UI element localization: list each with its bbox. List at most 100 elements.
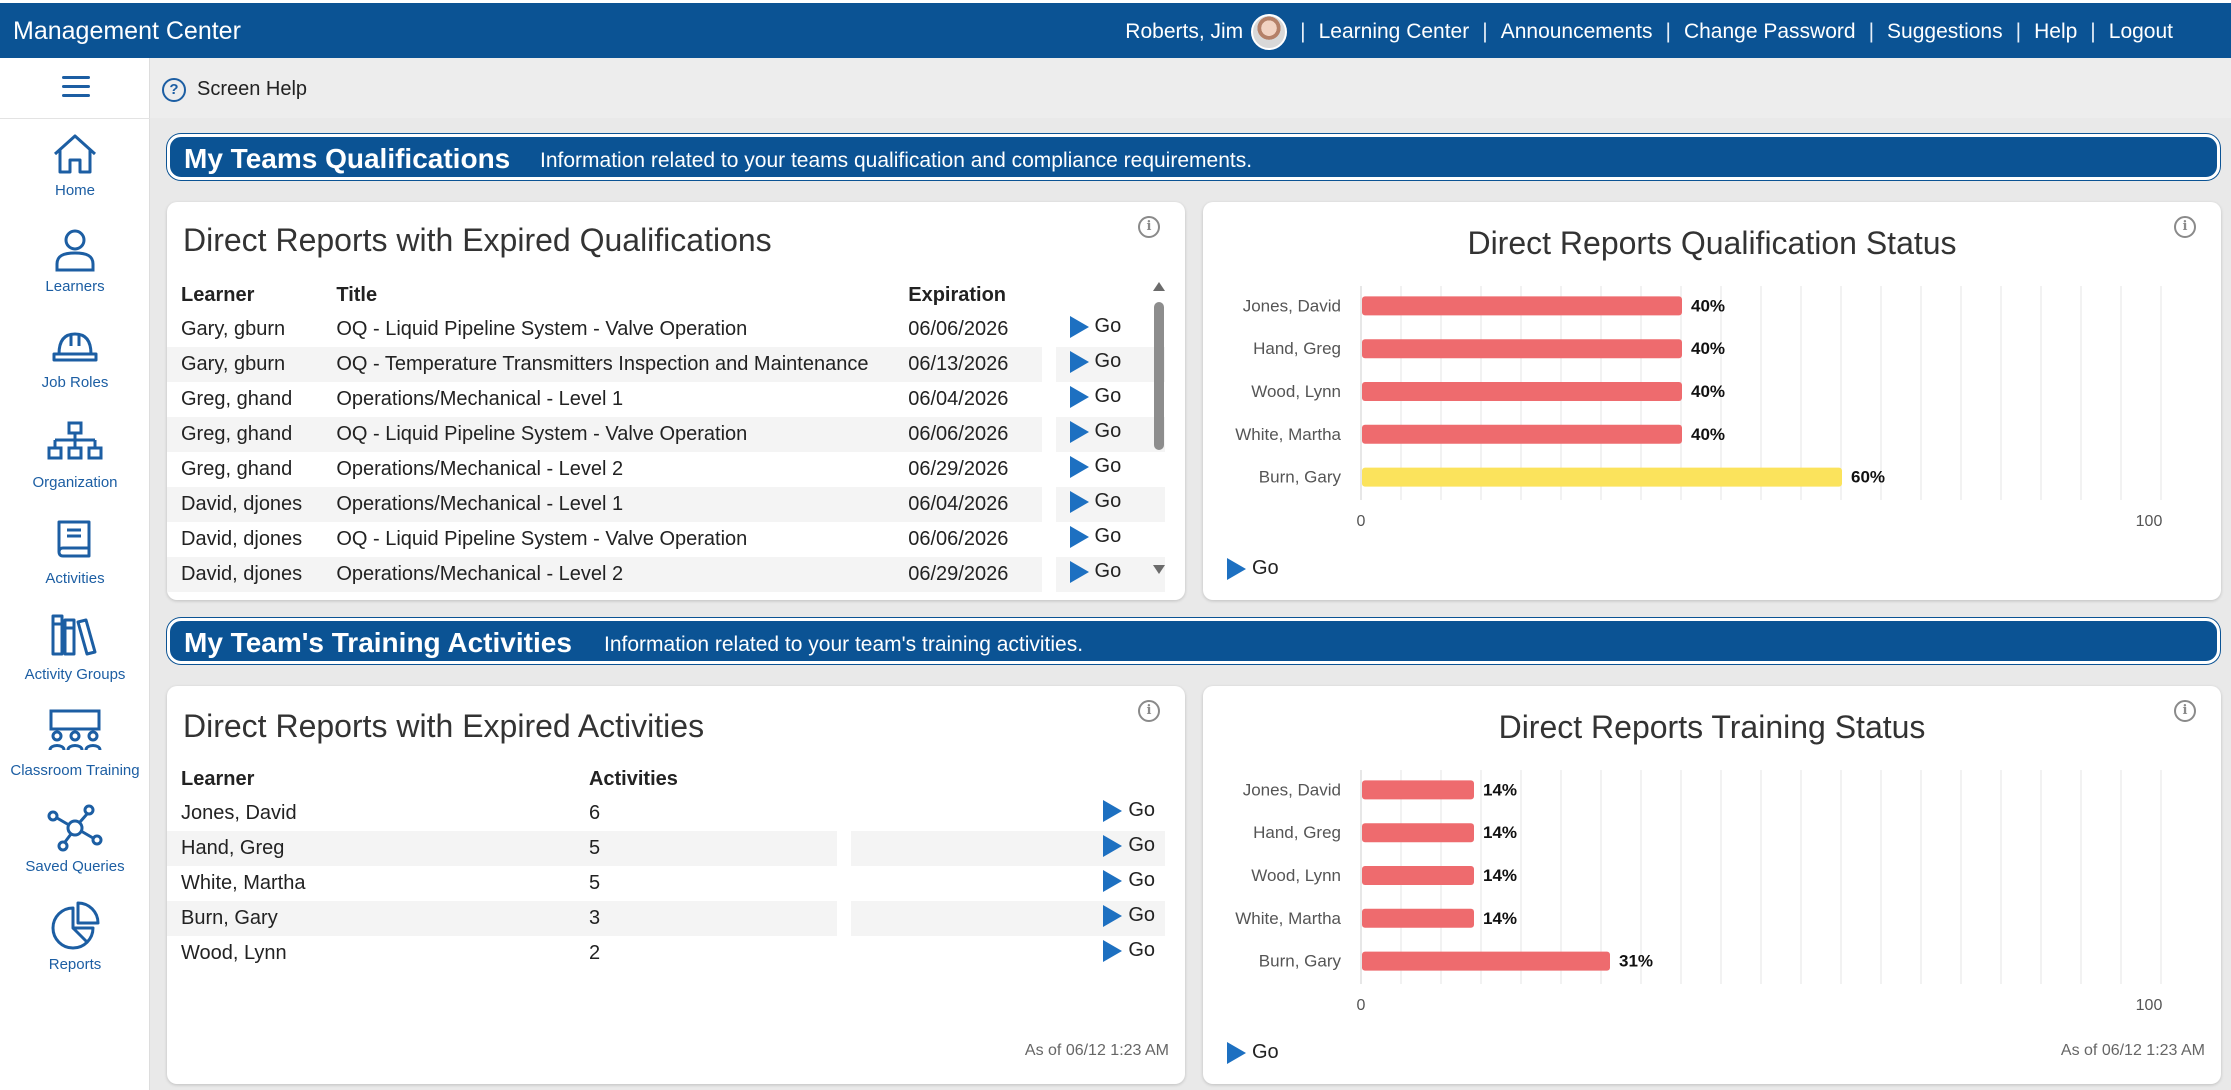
user-name[interactable]: Roberts, Jim [1125,20,1244,43]
go-button[interactable]: Go [1069,560,1121,583]
bar[interactable] [1362,424,1682,444]
sidebar-item-learners[interactable]: Learners [0,228,150,295]
data-label: 31% [1619,952,1653,971]
go-button[interactable]: Go [1069,525,1121,548]
info-icon[interactable]: i [1138,216,1160,238]
x-tick-label: 0 [1357,997,1366,1014]
logout-link[interactable]: Logout [2108,20,2173,43]
sidebar-item-activity-groups[interactable]: Activity Groups [0,612,150,683]
cell-gap [1041,487,1056,522]
go-button[interactable]: Go [1069,385,1121,408]
cell-gap [836,796,851,831]
go-cell: Go [1056,522,1165,557]
bar[interactable] [1362,823,1474,843]
cell-gap [1041,312,1056,347]
learner-cell: David, djones [167,487,323,522]
title-cell: OQ - Liquid Pipeline System - Valve Oper… [322,417,895,452]
expiration-cell: 06/29/2026 [908,458,1009,480]
go-button[interactable]: Go [1069,420,1121,443]
data-label: 14% [1483,823,1517,842]
announcements-link[interactable]: Announcements [1500,20,1653,43]
category-label: White, Martha [1235,909,1341,928]
expiration-cell: 06/04/2026 [894,487,1042,522]
category-label: Jones, David [1243,296,1341,315]
as-of-timestamp: As of 06/12 1:23 AM [2060,1042,2205,1059]
learner-cell: White, Martha [181,872,306,894]
learning-center-link[interactable]: Learning Center [1318,20,1470,43]
table-scrollbar[interactable] [1152,282,1166,574]
sidebar-item-activities[interactable]: Activities [0,516,150,587]
go-label: Go [1094,455,1122,478]
title-cell: OQ - Liquid Pipeline System - Valve Oper… [336,528,748,550]
info-icon[interactable]: i [2174,700,2196,722]
info-icon[interactable]: i [1138,700,1160,722]
category-label: Hand, Greg [1253,339,1341,358]
go-cell: Go [1056,312,1165,347]
cell-gap [1041,347,1056,382]
bar[interactable] [1362,296,1682,316]
category-label: White, Martha [1235,425,1341,444]
cell-gap [1041,452,1056,487]
bar[interactable] [1362,951,1610,971]
sidebar-item-job-roles[interactable]: Job Roles [0,324,150,391]
scroll-down-icon[interactable] [1153,565,1165,574]
expiration-cell: 06/13/2026 [894,347,1042,382]
bar[interactable] [1362,908,1474,928]
nav-separator: | [1868,20,1875,43]
panel-title: Direct Reports with Expired Qualificatio… [183,222,772,258]
go-button[interactable]: Go [1103,904,1155,927]
hard-hat-icon [52,332,98,362]
go-label: Go [1128,904,1155,927]
go-button[interactable]: Go [1103,939,1155,962]
books-icon [51,614,97,656]
go-button[interactable]: Go [1069,315,1121,338]
user-menu[interactable]: Roberts, Jim [1125,14,1288,50]
cell-gap [836,901,851,936]
cell-gap [836,866,851,901]
sidebar-item-classroom-training[interactable]: Classroom Training [0,708,150,779]
bar[interactable] [1362,382,1682,401]
change-password-link[interactable]: Change Password [1683,20,1856,43]
info-icon[interactable]: i [2174,216,2196,238]
sidebar-item-reports[interactable]: Reports [0,900,150,973]
data-label: 60% [1851,468,1885,487]
go-button[interactable]: Go [1103,799,1155,822]
sidebar-item-organization[interactable]: Organization [0,420,150,491]
screen-help-link[interactable]: Screen Help [197,78,308,100]
bar[interactable] [1362,467,1842,487]
table-row: David, djones OQ - Liquid Pipeline System… [167,522,1165,557]
go-button[interactable]: Go [1069,455,1122,478]
learner-cell: Jones, David [181,802,297,824]
learner-cell: David, djones [167,557,323,592]
play-icon [1069,455,1089,478]
avatar[interactable] [1251,14,1288,50]
help-circle-icon[interactable]: ? [162,78,186,102]
bar[interactable] [1362,866,1474,885]
chart-title: Direct Reports Training Status [1499,709,1926,745]
sidebar-item-saved-queries[interactable]: Saved Queries [0,804,150,875]
scroll-up-icon[interactable] [1153,282,1165,291]
go-button[interactable]: Go [1069,490,1121,513]
qualification-status-go-button[interactable]: Go [1227,557,1279,580]
network-icon [47,804,103,852]
table-row: David, djones Operations/Mechanical - Lev… [167,557,1165,592]
go-button[interactable]: Go [1069,350,1122,373]
go-button[interactable]: Go [1103,869,1155,892]
bar[interactable] [1362,339,1682,359]
training-status-go-button[interactable]: Go [1227,1041,1279,1064]
sidebar-item-home[interactable]: Home [0,132,150,199]
bar[interactable] [1362,780,1474,800]
suggestions-link[interactable]: Suggestions [1887,20,2003,43]
table-row: Gary, gburn OQ - Temperature Transmitters… [167,347,1165,382]
menu-icon[interactable] [62,76,90,98]
section-title: My Teams Qualifications [184,143,511,174]
scroll-thumb[interactable] [1154,302,1164,450]
column-action [851,762,1165,796]
help-link[interactable]: Help [2034,20,2078,43]
expiration-cell: 06/04/2026 [908,388,1009,410]
table-row: Hand, Greg 5 Go [167,831,1165,866]
go-button[interactable]: Go [1103,834,1155,857]
go-label: Go [1094,350,1122,373]
sidebar-item-label: Saved Queries [25,858,125,875]
go-cell: Go [850,901,1165,936]
